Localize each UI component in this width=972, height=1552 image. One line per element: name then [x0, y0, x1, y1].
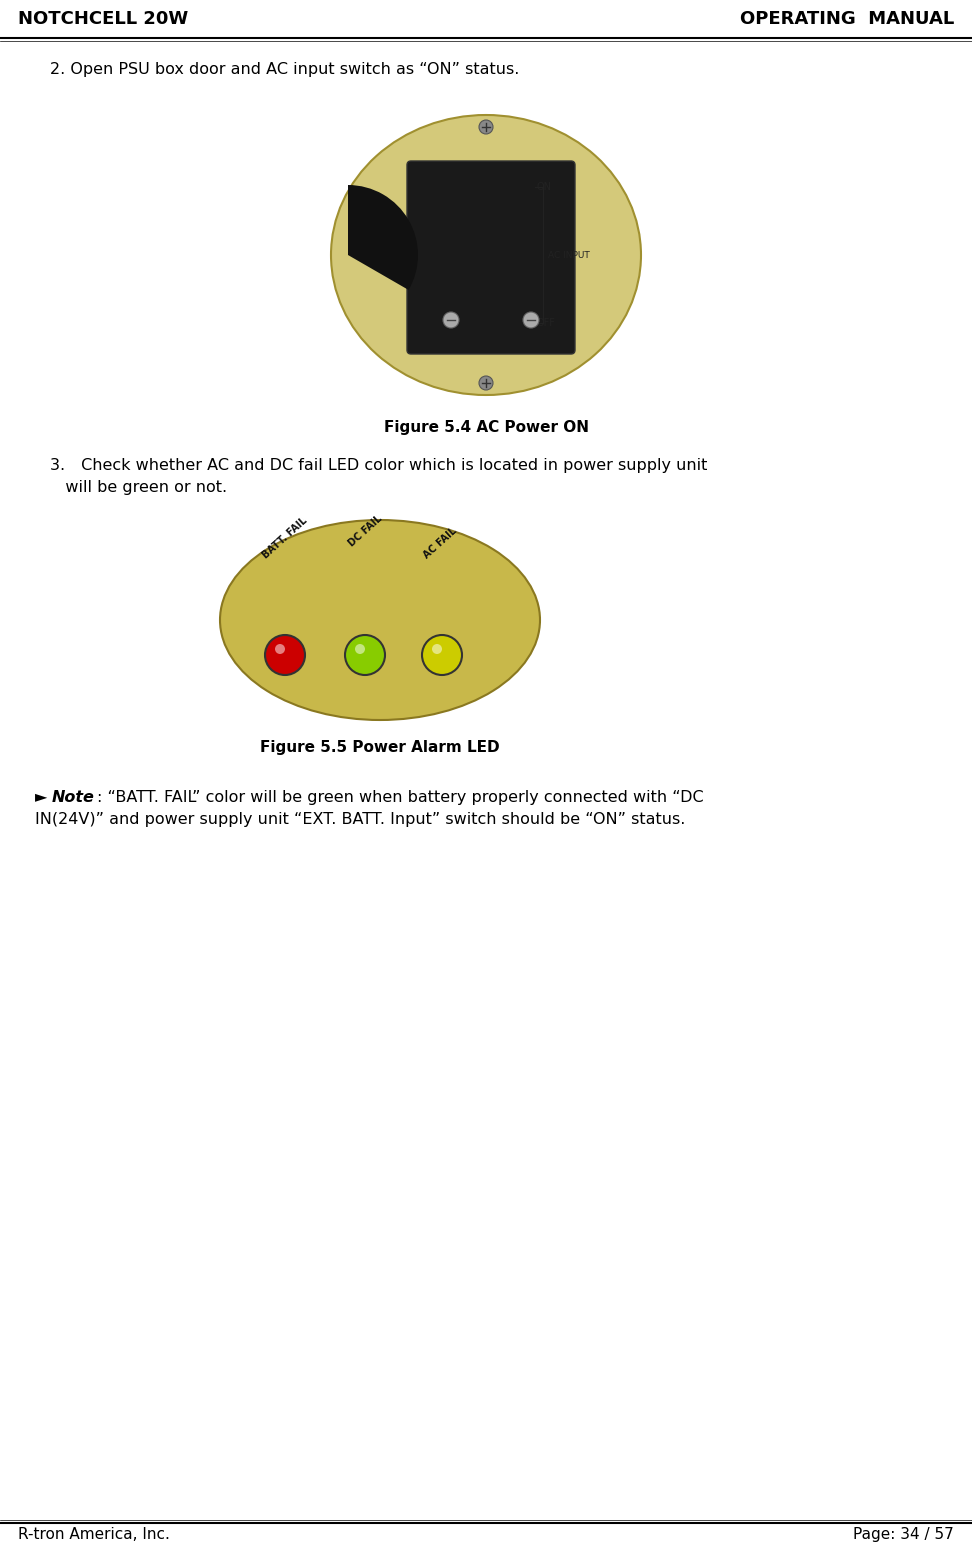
Text: NOTCHCELL 20W: NOTCHCELL 20W [18, 9, 189, 28]
Ellipse shape [331, 115, 641, 396]
Text: 3. Check whether AC and DC fail LED color which is located in power supply unit: 3. Check whether AC and DC fail LED colo… [50, 458, 708, 473]
Text: R-tron America, Inc.: R-tron America, Inc. [18, 1527, 170, 1543]
Text: Figure 5.5 Power Alarm LED: Figure 5.5 Power Alarm LED [260, 740, 500, 754]
Text: Page: 34 / 57: Page: 34 / 57 [853, 1527, 954, 1543]
Circle shape [479, 376, 493, 390]
Text: ►: ► [35, 790, 52, 805]
Text: ON: ON [536, 182, 551, 192]
Text: DC FAIL: DC FAIL [346, 512, 384, 548]
Text: Figure 5.4 AC Power ON: Figure 5.4 AC Power ON [384, 421, 588, 435]
Circle shape [523, 312, 539, 327]
Text: AC INPUT: AC INPUT [548, 250, 590, 259]
Circle shape [422, 635, 462, 675]
Circle shape [275, 644, 285, 653]
Circle shape [355, 644, 365, 653]
Circle shape [345, 635, 385, 675]
Circle shape [432, 644, 442, 653]
Text: Note: Note [52, 790, 95, 805]
Text: 2. Open PSU box door and AC input switch as “ON” status.: 2. Open PSU box door and AC input switch… [50, 62, 519, 78]
Text: OFF: OFF [536, 318, 555, 327]
Text: will be green or not.: will be green or not. [50, 480, 227, 495]
Text: BATT. FAIL: BATT. FAIL [260, 515, 309, 560]
Wedge shape [348, 185, 418, 290]
Text: IN(24V)” and power supply unit “EXT. BATT. Input” switch should be “ON” status.: IN(24V)” and power supply unit “EXT. BAT… [35, 812, 685, 827]
Circle shape [265, 635, 305, 675]
Text: : “BATT. FAIL” color will be green when battery properly connected with “DC: : “BATT. FAIL” color will be green when … [97, 790, 704, 805]
Circle shape [479, 120, 493, 133]
Circle shape [443, 312, 459, 327]
Text: OPERATING  MANUAL: OPERATING MANUAL [740, 9, 954, 28]
Ellipse shape [220, 520, 540, 720]
FancyBboxPatch shape [407, 161, 575, 354]
Text: AC FAIL: AC FAIL [422, 525, 459, 560]
